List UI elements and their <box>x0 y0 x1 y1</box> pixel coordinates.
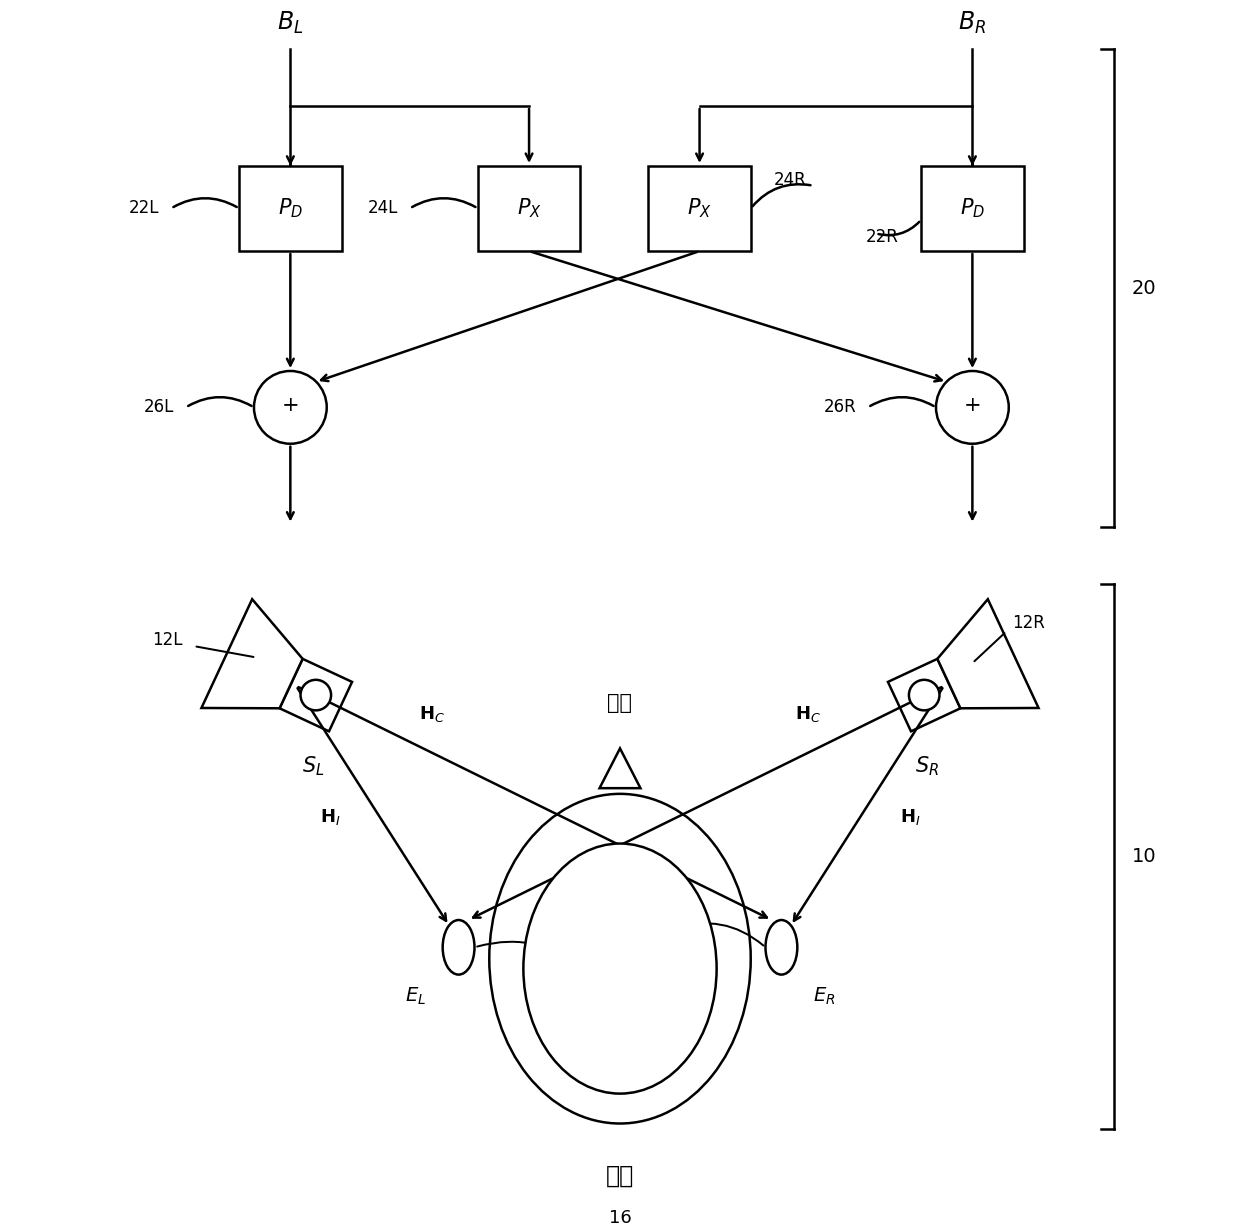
Bar <box>239 165 341 251</box>
Text: +: + <box>281 396 299 414</box>
Text: 24L: 24L <box>368 200 398 218</box>
Text: $B_L$: $B_L$ <box>278 10 304 36</box>
Text: 22L: 22L <box>129 200 160 218</box>
Polygon shape <box>937 599 1039 708</box>
Circle shape <box>936 371 1009 443</box>
Text: $S_L$: $S_L$ <box>301 755 325 778</box>
Text: 10: 10 <box>1132 846 1156 866</box>
Polygon shape <box>888 659 961 731</box>
Ellipse shape <box>443 920 475 975</box>
Text: 14L: 14L <box>553 970 580 985</box>
Circle shape <box>909 680 940 710</box>
Text: 22R: 22R <box>866 228 899 246</box>
Text: 串音: 串音 <box>608 693 632 713</box>
Ellipse shape <box>523 844 717 1094</box>
Text: $E_R$: $E_R$ <box>813 985 836 1007</box>
Bar <box>649 165 750 251</box>
Text: 20: 20 <box>1132 278 1156 298</box>
Text: 16: 16 <box>609 1209 631 1225</box>
Bar <box>477 165 580 251</box>
Text: $B_R$: $B_R$ <box>959 10 987 36</box>
Text: $\mathbf{H}_\mathit{C}$: $\mathbf{H}_\mathit{C}$ <box>795 704 821 724</box>
Text: 12R: 12R <box>1012 615 1045 632</box>
Polygon shape <box>201 599 303 708</box>
Polygon shape <box>279 659 352 731</box>
Text: $E_L$: $E_L$ <box>404 985 427 1007</box>
Text: $P_X$: $P_X$ <box>517 197 542 220</box>
Text: $\mathbf{H}_\mathit{I}$: $\mathbf{H}_\mathit{I}$ <box>320 806 341 827</box>
Ellipse shape <box>490 794 750 1123</box>
Text: 14R: 14R <box>682 922 713 938</box>
Text: $\mathbf{H}_\mathit{C}$: $\mathbf{H}_\mathit{C}$ <box>419 704 445 724</box>
Polygon shape <box>599 748 641 788</box>
Text: 12L: 12L <box>151 631 182 649</box>
Text: 24R: 24R <box>774 172 806 189</box>
Text: $P_X$: $P_X$ <box>687 197 712 220</box>
Text: $P_D$: $P_D$ <box>278 197 303 220</box>
Text: +: + <box>963 396 981 414</box>
Text: $P_D$: $P_D$ <box>960 197 985 220</box>
Text: 听者: 听者 <box>606 1164 634 1187</box>
Circle shape <box>300 680 331 710</box>
Bar <box>921 165 1023 251</box>
Text: 26R: 26R <box>823 398 857 416</box>
Ellipse shape <box>765 920 797 975</box>
Text: $S_R$: $S_R$ <box>915 755 939 778</box>
Text: 26L: 26L <box>144 398 175 416</box>
Circle shape <box>254 371 326 443</box>
Text: $\mathbf{H}_\mathit{I}$: $\mathbf{H}_\mathit{I}$ <box>899 806 920 827</box>
